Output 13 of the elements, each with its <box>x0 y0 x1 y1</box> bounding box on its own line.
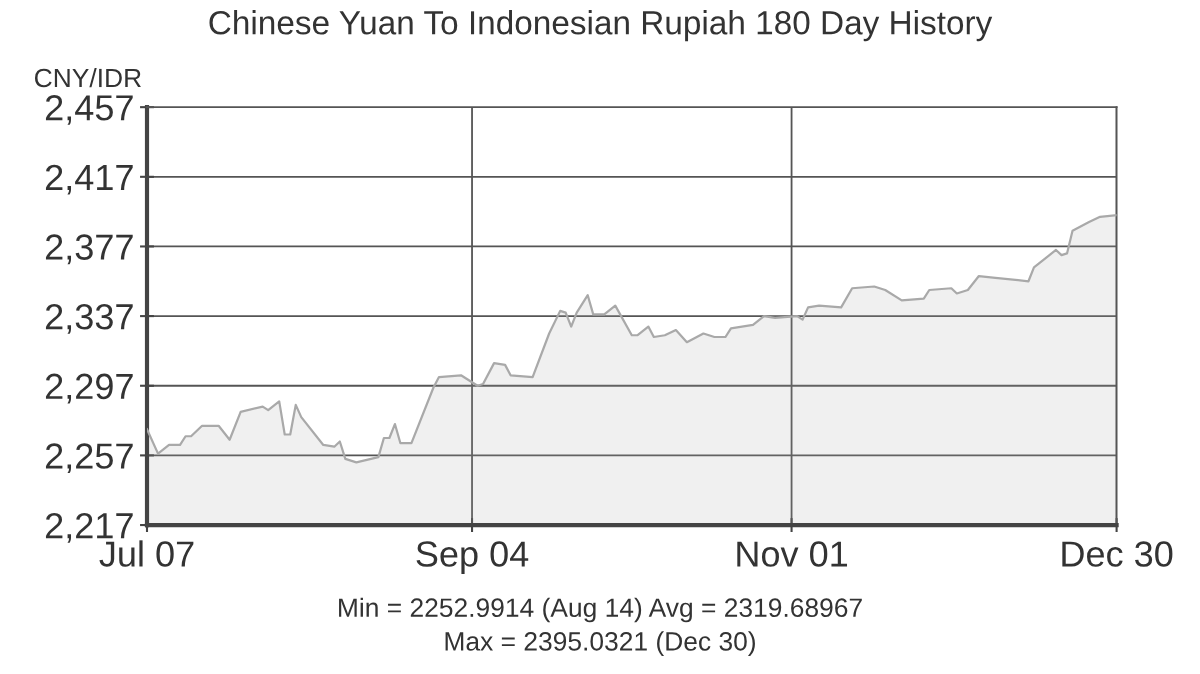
x-tick-label: Nov 01 <box>737 541 848 567</box>
y-tick-label: 2,257 <box>45 443 133 474</box>
y-axis-title: CNY/IDR <box>35 67 141 88</box>
y-tick-label: 2,297 <box>45 373 133 404</box>
y-tick-label: 2,337 <box>45 303 133 334</box>
text: Min = 2252.9914 (Aug 14) Avg = 2319.68967 <box>339 597 862 623</box>
chart-title: Chinese Yuan To Indonesian Rupiah 180 Day History <box>209 10 993 42</box>
x-tick-label: Sep 04 <box>416 541 529 574</box>
y-tick-label: 2,377 <box>45 234 133 265</box>
y-tick-label: 2,457 <box>45 95 133 125</box>
x-tick-label: Dec 30 <box>1062 541 1173 567</box>
text: Max = 2395.0321 (Dec 30) <box>445 631 755 656</box>
y-tick-label: 2,417 <box>45 164 133 195</box>
